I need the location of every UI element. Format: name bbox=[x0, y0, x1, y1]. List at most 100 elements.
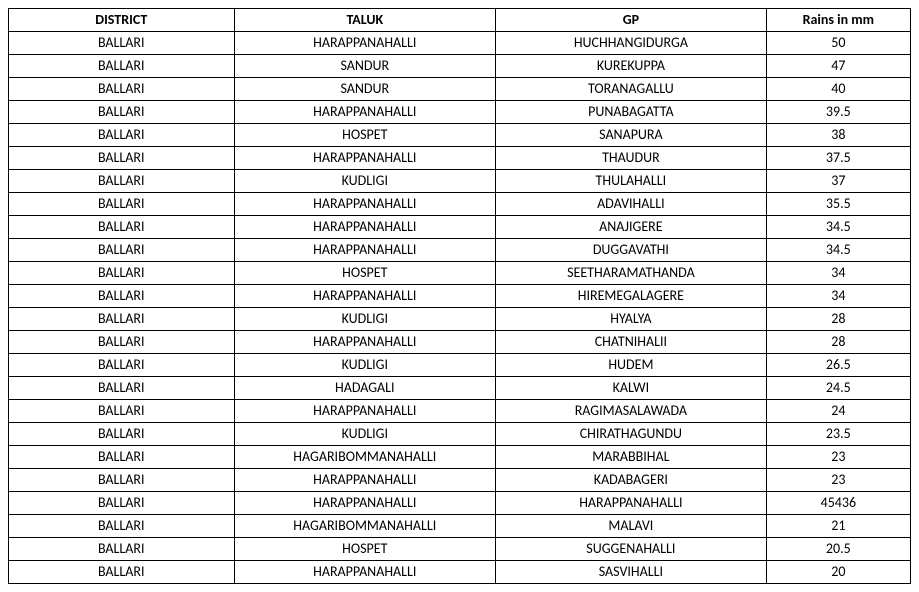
table-cell: BALLARI bbox=[9, 124, 235, 147]
table-cell: SEETHARAMATHANDA bbox=[496, 262, 767, 285]
table-cell: KUDLIGI bbox=[234, 354, 496, 377]
table-cell: 37.5 bbox=[766, 147, 910, 170]
table-cell: BALLARI bbox=[9, 262, 235, 285]
table-row: BALLARIHARAPPANAHALLIDUGGAVATHI34.5 bbox=[9, 239, 911, 262]
table-cell: BALLARI bbox=[9, 308, 235, 331]
table-cell: BALLARI bbox=[9, 377, 235, 400]
table-cell: HAGARIBOMMANAHALLI bbox=[234, 515, 496, 538]
table-cell: 34.5 bbox=[766, 216, 910, 239]
table-cell: BALLARI bbox=[9, 147, 235, 170]
table-row: BALLARIHARAPPANAHALLIANAJIGERE34.5 bbox=[9, 216, 911, 239]
table-cell: BALLARI bbox=[9, 216, 235, 239]
table-cell: HIREMEGALAGERE bbox=[496, 285, 767, 308]
table-cell: 50 bbox=[766, 32, 910, 55]
table-row: BALLARIHARAPPANAHALLIHARAPPANAHALLI45436 bbox=[9, 492, 911, 515]
table-cell: HARAPPANAHALLI bbox=[234, 492, 496, 515]
table-cell: BALLARI bbox=[9, 32, 235, 55]
table-row: BALLARISANDURKUREKUPPA47 bbox=[9, 55, 911, 78]
header-district: DISTRICT bbox=[9, 9, 235, 32]
table-cell: DUGGAVATHI bbox=[496, 239, 767, 262]
table-cell: BALLARI bbox=[9, 515, 235, 538]
table-row: BALLARIHADAGALIKALWI24.5 bbox=[9, 377, 911, 400]
table-row: BALLARIHARAPPANAHALLIPUNABAGATTA39.5 bbox=[9, 101, 911, 124]
table-cell: BALLARI bbox=[9, 239, 235, 262]
table-cell: 37 bbox=[766, 170, 910, 193]
table-cell: HARAPPANAHALLI bbox=[234, 216, 496, 239]
table-cell: HARAPPANAHALLI bbox=[234, 561, 496, 584]
table-cell: BALLARI bbox=[9, 538, 235, 561]
table-cell: KUDLIGI bbox=[234, 423, 496, 446]
table-cell: HARAPPANAHALLI bbox=[234, 400, 496, 423]
table-cell: CHIRATHAGUNDU bbox=[496, 423, 767, 446]
table-row: BALLARIHARAPPANAHALLIKADABAGERI23 bbox=[9, 469, 911, 492]
table-cell: BALLARI bbox=[9, 423, 235, 446]
table-cell: HARAPPANAHALLI bbox=[496, 492, 767, 515]
table-cell: RAGIMASALAWADA bbox=[496, 400, 767, 423]
table-row: BALLARIKUDLIGITHULAHALLI37 bbox=[9, 170, 911, 193]
table-cell: SANDUR bbox=[234, 78, 496, 101]
table-cell: HARAPPANAHALLI bbox=[234, 147, 496, 170]
table-row: BALLARIKUDLIGIHYALYA28 bbox=[9, 308, 911, 331]
table-row: BALLARIHARAPPANAHALLIADAVIHALLI35.5 bbox=[9, 193, 911, 216]
table-cell: HARAPPANAHALLI bbox=[234, 193, 496, 216]
table-cell: BALLARI bbox=[9, 492, 235, 515]
table-cell: HYALYA bbox=[496, 308, 767, 331]
table-cell: BALLARI bbox=[9, 55, 235, 78]
table-cell: KUDLIGI bbox=[234, 308, 496, 331]
table-cell: HOSPET bbox=[234, 538, 496, 561]
table-cell: BALLARI bbox=[9, 193, 235, 216]
table-cell: 47 bbox=[766, 55, 910, 78]
header-gp: GP bbox=[496, 9, 767, 32]
table-row: BALLARIHARAPPANAHALLITHAUDUR37.5 bbox=[9, 147, 911, 170]
table-cell: MALAVI bbox=[496, 515, 767, 538]
table-row: BALLARIKUDLIGICHIRATHAGUNDU23.5 bbox=[9, 423, 911, 446]
table-cell: BALLARI bbox=[9, 331, 235, 354]
table-row: BALLARIKUDLIGIHUDEM26.5 bbox=[9, 354, 911, 377]
table-cell: HUDEM bbox=[496, 354, 767, 377]
table-cell: BALLARI bbox=[9, 78, 235, 101]
table-cell: ANAJIGERE bbox=[496, 216, 767, 239]
table-row: BALLARIHOSPETSEETHARAMATHANDA34 bbox=[9, 262, 911, 285]
table-header-row: DISTRICT TALUK GP Rains in mm bbox=[9, 9, 911, 32]
table-cell: BALLARI bbox=[9, 170, 235, 193]
table-cell: 38 bbox=[766, 124, 910, 147]
table-row: BALLARIHARAPPANAHALLIHUCHHANGIDURGA50 bbox=[9, 32, 911, 55]
table-cell: MARABBIHAL bbox=[496, 446, 767, 469]
table-cell: 28 bbox=[766, 331, 910, 354]
table-cell: 28 bbox=[766, 308, 910, 331]
table-cell: HARAPPANAHALLI bbox=[234, 239, 496, 262]
table-cell: HARAPPANAHALLI bbox=[234, 32, 496, 55]
table-cell: 45436 bbox=[766, 492, 910, 515]
table-row: BALLARIHAGARIBOMMANAHALLIMALAVI21 bbox=[9, 515, 911, 538]
table-cell: HARAPPANAHALLI bbox=[234, 101, 496, 124]
table-cell: 21 bbox=[766, 515, 910, 538]
table-cell: KUDLIGI bbox=[234, 170, 496, 193]
table-cell: ADAVIHALLI bbox=[496, 193, 767, 216]
table-cell: HOSPET bbox=[234, 124, 496, 147]
table-row: BALLARIHOSPETSUGGENAHALLI20.5 bbox=[9, 538, 911, 561]
table-cell: KADABAGERI bbox=[496, 469, 767, 492]
table-body: BALLARIHARAPPANAHALLIHUCHHANGIDURGA50BAL… bbox=[9, 32, 911, 584]
table-cell: 26.5 bbox=[766, 354, 910, 377]
table-cell: THULAHALLI bbox=[496, 170, 767, 193]
table-cell: BALLARI bbox=[9, 446, 235, 469]
table-cell: 23 bbox=[766, 446, 910, 469]
table-cell: SANAPURA bbox=[496, 124, 767, 147]
header-taluk: TALUK bbox=[234, 9, 496, 32]
table-cell: 23.5 bbox=[766, 423, 910, 446]
table-cell: 40 bbox=[766, 78, 910, 101]
table-cell: HARAPPANAHALLI bbox=[234, 331, 496, 354]
table-cell: HARAPPANAHALLI bbox=[234, 285, 496, 308]
table-cell: BALLARI bbox=[9, 469, 235, 492]
table-cell: 24.5 bbox=[766, 377, 910, 400]
table-cell: SUGGENAHALLI bbox=[496, 538, 767, 561]
table-cell: 20.5 bbox=[766, 538, 910, 561]
table-cell: 24 bbox=[766, 400, 910, 423]
table-row: BALLARIHARAPPANAHALLICHATNIHALII28 bbox=[9, 331, 911, 354]
table-cell: HOSPET bbox=[234, 262, 496, 285]
table-cell: KUREKUPPA bbox=[496, 55, 767, 78]
header-rains: Rains in mm bbox=[766, 9, 910, 32]
table-cell: 34.5 bbox=[766, 239, 910, 262]
table-cell: HAGARIBOMMANAHALLI bbox=[234, 446, 496, 469]
table-cell: HADAGALI bbox=[234, 377, 496, 400]
